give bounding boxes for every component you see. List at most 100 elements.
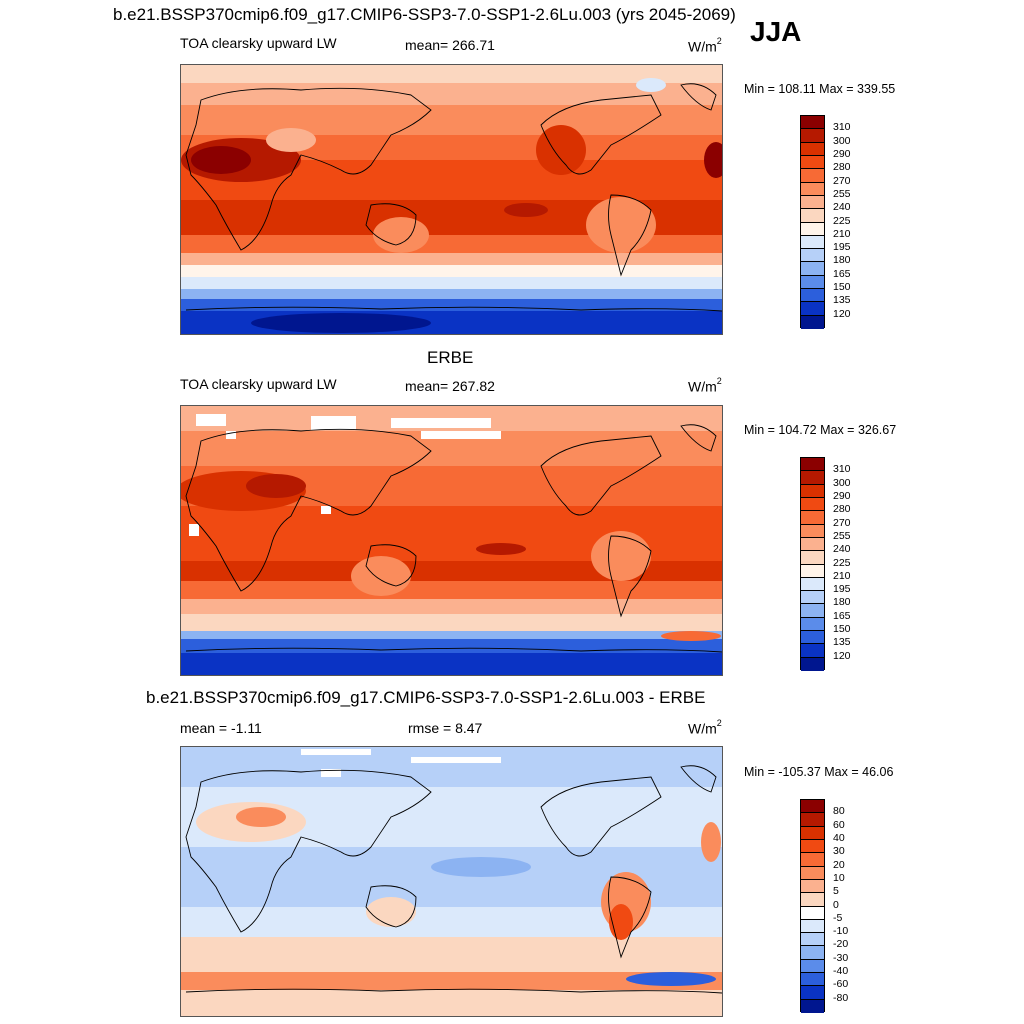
panel3-mean-label: mean = -1.11	[180, 720, 262, 736]
colorbar-swatch	[801, 564, 824, 578]
colorbar-swatch	[801, 551, 824, 565]
colorbar-tick-label: 210	[833, 227, 851, 240]
colorbar-swatch	[801, 235, 824, 250]
panel3-rmse-label: rmse = 8.47	[408, 720, 483, 736]
colorbar-tick-label: 300	[833, 476, 851, 489]
panel3-map	[180, 746, 723, 1017]
panel2-mean-label: mean= 267.82	[405, 378, 495, 394]
colorbar-swatch	[801, 249, 824, 263]
colorbar-swatch	[801, 973, 824, 987]
colorbar-swatch	[801, 657, 824, 671]
colorbar-tick-label: 255	[833, 187, 851, 200]
colorbar-swatch	[801, 169, 824, 183]
panel2-units-label: W/m2	[688, 376, 722, 395]
colorbar-swatch	[801, 959, 824, 974]
colorbar-tick-label: 270	[833, 174, 851, 187]
colorbar-tick-label: 290	[833, 147, 851, 160]
panel1-units-label: W/m2	[688, 36, 722, 55]
colorbar-swatch	[801, 129, 824, 143]
colorbar-tick-label: -5	[833, 911, 843, 924]
colorbar-tick-label: 135	[833, 636, 851, 649]
colorbar-swatch	[801, 946, 824, 960]
colorbar-swatch	[801, 458, 824, 472]
colorbar-tick-label: 180	[833, 596, 851, 609]
colorbar-tick-label: 290	[833, 489, 851, 502]
colorbar-tick-label: 165	[833, 609, 851, 622]
colorbar-swatch	[801, 275, 824, 290]
colorbar-swatch	[801, 315, 824, 329]
season-label: JJA	[750, 16, 802, 47]
colorbar-swatch	[801, 182, 824, 196]
colorbar-swatch	[801, 879, 824, 894]
colorbar-swatch	[801, 644, 824, 658]
colorbar-swatch	[801, 537, 824, 552]
colorbar-tick-label: -20	[833, 938, 849, 951]
colorbar-swatch	[801, 919, 824, 934]
colorbar-swatch	[801, 617, 824, 632]
colorbar-swatch	[801, 826, 824, 840]
colorbar-tick-label: 300	[833, 134, 851, 147]
panel1-map	[180, 64, 723, 335]
colorbar-swatch	[801, 116, 824, 130]
colorbar-tick-label: 120	[833, 307, 851, 320]
colorbar-swatch	[801, 866, 824, 880]
colorbar-tick-label: 150	[833, 281, 851, 294]
colorbar-tick-label: 225	[833, 556, 851, 569]
colorbar-tick-label: 240	[833, 201, 851, 214]
colorbar-tick-label: 280	[833, 503, 851, 516]
colorbar-swatch	[801, 302, 824, 316]
panel1-variable-label: TOA clearsky upward LW	[180, 35, 337, 51]
colorbar-swatch	[801, 813, 824, 827]
colorbar-tick-label: -60	[833, 978, 849, 991]
colorbar-tick-label: -80	[833, 991, 849, 1004]
colorbar-swatch	[801, 839, 824, 854]
colorbar-swatch	[801, 142, 824, 156]
colorbar-tick-label: 310	[833, 121, 851, 134]
colorbar-tick-label: 150	[833, 623, 851, 636]
colorbar-tick-label: 40	[833, 831, 845, 844]
colorbar-tick-label: 195	[833, 583, 851, 596]
colorbar-swatch	[801, 471, 824, 485]
colorbar-tick-label: -40	[833, 965, 849, 978]
colorbar-tick-label: 195	[833, 241, 851, 254]
colorbar-swatch	[801, 524, 824, 538]
colorbar-swatch	[801, 222, 824, 236]
colorbar-swatch	[801, 906, 824, 920]
colorbar-swatch	[801, 262, 824, 276]
colorbar-swatch	[801, 155, 824, 170]
colorbar-tick-label: 180	[833, 254, 851, 267]
colorbar-swatch	[801, 577, 824, 592]
colorbar-swatch	[801, 591, 824, 605]
colorbar-tick-label: 10	[833, 871, 845, 884]
colorbar-tick-label: 5	[833, 885, 839, 898]
colorbar-swatch	[801, 289, 824, 303]
colorbar-swatch	[801, 800, 824, 814]
colorbar-tick-label: 165	[833, 267, 851, 280]
colorbar-tick-label: 120	[833, 649, 851, 662]
colorbar-swatch	[801, 853, 824, 867]
panel3-title: b.e21.BSSP370cmip6.f09_g17.CMIP6-SSP3-7.…	[146, 688, 706, 707]
panel2-map	[180, 405, 723, 676]
panel3-minmax-label: Min = -105.37 Max = 46.06	[744, 765, 894, 779]
panel1-minmax-label: Min = 108.11 Max = 339.55	[744, 82, 896, 96]
colorbar-swatch	[801, 999, 824, 1013]
colorbar-swatch	[801, 209, 824, 223]
colorbar-tick-label: 240	[833, 543, 851, 556]
colorbar-tick-label: 280	[833, 161, 851, 174]
panel1-mean-label: mean= 266.71	[405, 37, 495, 53]
panel2-colorbar	[800, 457, 825, 671]
colorbar-tick-label: 60	[833, 818, 845, 831]
colorbar-tick-label: 30	[833, 845, 845, 858]
colorbar-swatch	[801, 511, 824, 525]
colorbar-tick-label: -10	[833, 925, 849, 938]
panel2-minmax-label: Min = 104.72 Max = 326.67	[744, 423, 897, 437]
figure-title: b.e21.BSSP370cmip6.f09_g17.CMIP6-SSP3-7.…	[113, 5, 736, 24]
panel3-units-label: W/m2	[688, 718, 722, 737]
colorbar-swatch	[801, 195, 824, 210]
colorbar-tick-label: 225	[833, 214, 851, 227]
panel2-title: ERBE	[427, 348, 474, 367]
colorbar-tick-label: 0	[833, 898, 839, 911]
panel1-colorbar	[800, 115, 825, 329]
colorbar-tick-label: 270	[833, 516, 851, 529]
